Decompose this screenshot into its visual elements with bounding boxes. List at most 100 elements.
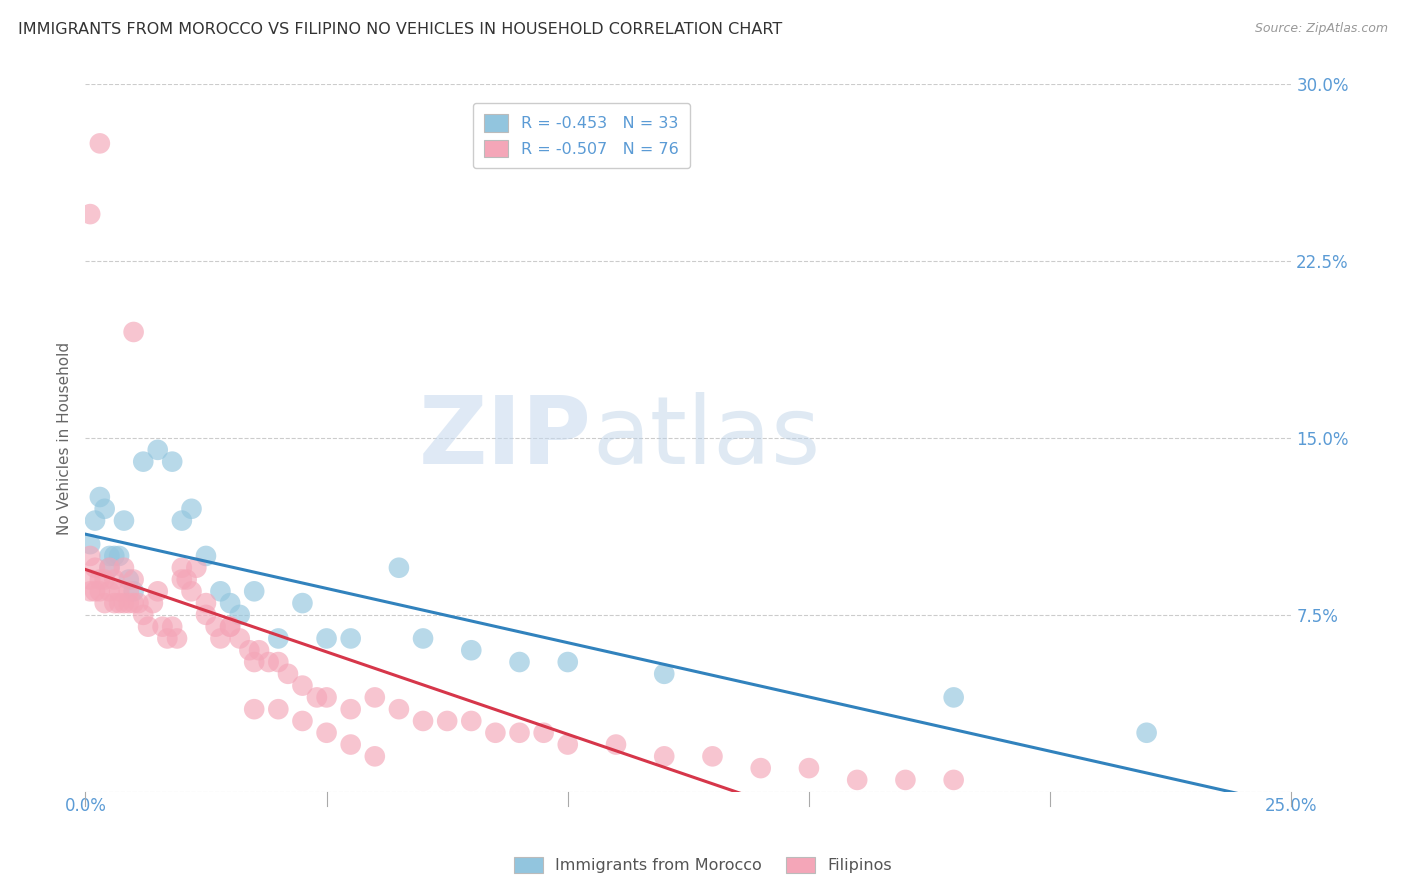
Point: [122, 573, 145, 587]
Point: [339, 632, 361, 646]
Point: [89, 490, 111, 504]
Point: [243, 584, 266, 599]
Point: [118, 596, 141, 610]
Point: [79, 584, 101, 599]
Y-axis label: No Vehicles in Household: No Vehicles in Household: [58, 342, 72, 534]
Point: [388, 560, 411, 574]
Point: [412, 714, 434, 728]
Point: [194, 549, 217, 563]
Point: [277, 666, 299, 681]
Point: [176, 573, 198, 587]
Point: [209, 632, 232, 646]
Point: [942, 772, 965, 787]
Point: [79, 573, 101, 587]
Point: [98, 584, 121, 599]
Point: [89, 136, 111, 151]
Point: [267, 655, 290, 669]
Point: [257, 655, 280, 669]
Point: [557, 655, 579, 669]
Point: [315, 690, 337, 705]
Point: [103, 596, 125, 610]
Point: [84, 514, 107, 528]
Text: ZIP: ZIP: [419, 392, 592, 484]
Point: [247, 643, 270, 657]
Point: [93, 596, 115, 610]
Point: [132, 607, 155, 622]
Point: [243, 702, 266, 716]
Point: [84, 584, 107, 599]
Point: [412, 632, 434, 646]
Point: [364, 690, 387, 705]
Point: [339, 738, 361, 752]
Point: [118, 573, 141, 587]
Point: [108, 584, 131, 599]
Point: [460, 643, 482, 657]
Point: [146, 584, 169, 599]
Point: [122, 584, 145, 599]
Point: [170, 514, 193, 528]
Text: IMMIGRANTS FROM MOROCCO VS FILIPINO NO VEHICLES IN HOUSEHOLD CORRELATION CHART: IMMIGRANTS FROM MOROCCO VS FILIPINO NO V…: [18, 22, 783, 37]
Point: [209, 584, 232, 599]
Point: [112, 514, 135, 528]
Point: [436, 714, 458, 728]
Point: [122, 325, 145, 339]
Point: [170, 573, 193, 587]
Point: [160, 455, 183, 469]
Point: [702, 749, 724, 764]
Point: [152, 620, 174, 634]
Point: [557, 738, 579, 752]
Point: [79, 549, 101, 563]
Point: [194, 596, 217, 610]
Point: [243, 655, 266, 669]
Point: [98, 549, 121, 563]
Point: [84, 560, 107, 574]
Point: [122, 596, 145, 610]
Point: [460, 714, 482, 728]
Point: [98, 560, 121, 574]
Point: [103, 549, 125, 563]
Point: [291, 596, 314, 610]
Point: [186, 560, 208, 574]
Point: [219, 596, 242, 610]
Point: [388, 702, 411, 716]
Legend: Immigrants from Morocco, Filipinos: Immigrants from Morocco, Filipinos: [508, 850, 898, 880]
Point: [229, 632, 252, 646]
Point: [797, 761, 820, 775]
Point: [108, 596, 131, 610]
Point: [509, 725, 531, 739]
Point: [291, 714, 314, 728]
Point: [229, 607, 252, 622]
Point: [127, 596, 149, 610]
Point: [291, 679, 314, 693]
Point: [315, 632, 337, 646]
Point: [180, 501, 202, 516]
Point: [194, 607, 217, 622]
Point: [89, 584, 111, 599]
Point: [315, 725, 337, 739]
Point: [942, 690, 965, 705]
Text: atlas: atlas: [592, 392, 820, 484]
Point: [93, 573, 115, 587]
Point: [305, 690, 328, 705]
Point: [160, 620, 183, 634]
Point: [219, 620, 242, 634]
Point: [93, 501, 115, 516]
Point: [652, 666, 675, 681]
Point: [894, 772, 917, 787]
Point: [79, 537, 101, 551]
Point: [146, 442, 169, 457]
Point: [267, 702, 290, 716]
Point: [118, 584, 141, 599]
Point: [89, 573, 111, 587]
Point: [484, 725, 506, 739]
Point: [108, 549, 131, 563]
Point: [79, 207, 101, 221]
Point: [103, 573, 125, 587]
Point: [509, 655, 531, 669]
Point: [112, 560, 135, 574]
Point: [339, 702, 361, 716]
Point: [166, 632, 188, 646]
Point: [112, 596, 135, 610]
Point: [132, 455, 155, 469]
Point: [364, 749, 387, 764]
